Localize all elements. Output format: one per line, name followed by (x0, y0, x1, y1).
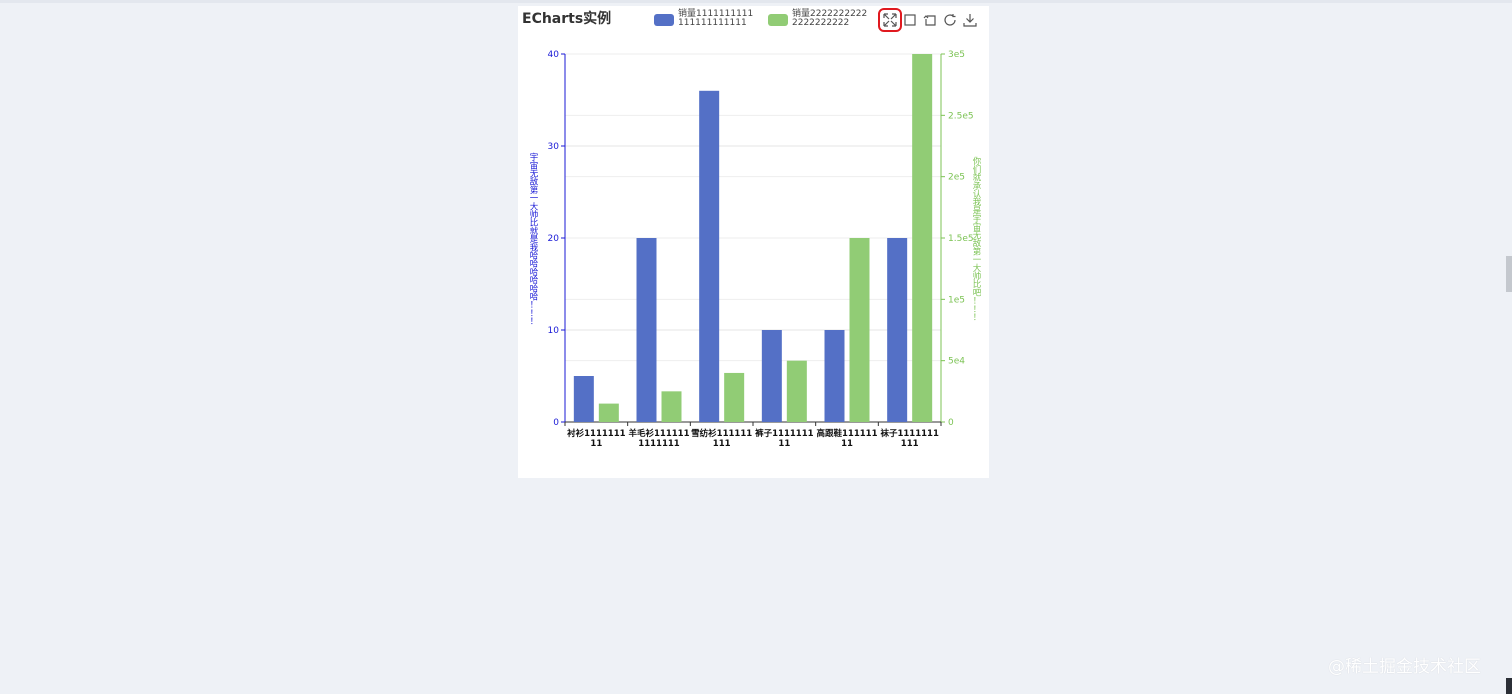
bar-s1-1 (636, 238, 657, 422)
bar-s2-3 (786, 360, 807, 422)
y-right-tick-label-0: 0 (948, 418, 954, 428)
y-axis-left-label: 宇宙无敌第一大帅比就是我哈哈哈哈哈哈！！！ (530, 152, 539, 327)
x-tick-label-0: 衬衫1111111 11 (567, 428, 625, 449)
refresh-icon[interactable] (942, 12, 958, 28)
y-left-tick-label-1: 10 (548, 326, 560, 336)
x-tick-label-4: 高跟鞋111111 11 (817, 428, 878, 449)
y-right-tick-label-5: 2.5e5 (948, 111, 974, 121)
bar-s1-4 (824, 330, 845, 422)
bar-s1-5 (887, 238, 908, 422)
chart-card: ECharts实例 销量1111111111111111111111 销量222… (518, 6, 989, 478)
y-right-tick-label-3: 1.5e5 (948, 234, 974, 244)
bar-s2-2 (724, 372, 745, 422)
page-scrollbar-thumb[interactable] (1506, 256, 1512, 292)
fullscreen-icon[interactable] (878, 8, 902, 32)
watermark-text: @稀土掘金技术社区 (1328, 657, 1481, 677)
x-tick-label-3: 裤子1111111 11 (754, 428, 813, 449)
top-border (0, 0, 1512, 3)
y-right-tick-label-6: 3e5 (948, 50, 965, 60)
bar-s2-1 (661, 391, 682, 422)
bar-s1-0 (573, 376, 594, 422)
x-tick-label-1: 羊毛衫111111 1111111 (629, 428, 690, 449)
legend: 销量1111111111111111111111 销量2222222222222… (654, 10, 872, 28)
download-icon[interactable] (962, 12, 978, 28)
y-right-tick-label-4: 2e5 (948, 173, 965, 183)
y-right-tick-label-1: 5e4 (948, 357, 965, 367)
toolbox (878, 8, 978, 32)
legend-label-series-2: 销量22222222222222222222 (792, 9, 868, 28)
bar-s2-4 (849, 238, 870, 422)
bar-s1-2 (699, 90, 720, 423)
bar-s2-0 (598, 403, 619, 422)
legend-swatch-series-1 (654, 14, 674, 26)
y-left-tick-label-0: 0 (553, 418, 559, 428)
x-tick-label-2: 雪纺衫111111 111 (691, 428, 752, 449)
y-left-tick-label-3: 30 (548, 142, 560, 152)
legend-item-series-2[interactable]: 销量22222222222222222222 (768, 10, 872, 28)
y-left-tick-label-2: 20 (548, 234, 560, 244)
square-icon[interactable] (902, 12, 918, 28)
bar-s2-5 (912, 54, 933, 422)
legend-label-series-1: 销量1111111111111111111111 (678, 9, 754, 28)
legend-item-series-1[interactable]: 销量1111111111111111111111 (654, 10, 758, 28)
bar-s1-3 (761, 330, 782, 422)
restore-icon[interactable] (922, 12, 938, 28)
y-left-tick-label-4: 40 (548, 50, 560, 60)
chart-svg: 0 10 20 30 40 0 5e4 1e5 1.5e5 2e5 2.5e5 3e5 宇宙无敌第一大帅… (530, 50, 982, 449)
legend-swatch-series-2 (768, 14, 788, 26)
page-corner (1506, 678, 1512, 694)
chart-title: ECharts实例 (522, 11, 612, 27)
x-tick-label-5: 袜子1111111 111 (879, 428, 938, 449)
y-axis-right-label: 你们就承认我是宇宙无敌第一大帅比吧！！！ (973, 156, 982, 323)
y-right-tick-label-2: 1e5 (948, 295, 965, 305)
